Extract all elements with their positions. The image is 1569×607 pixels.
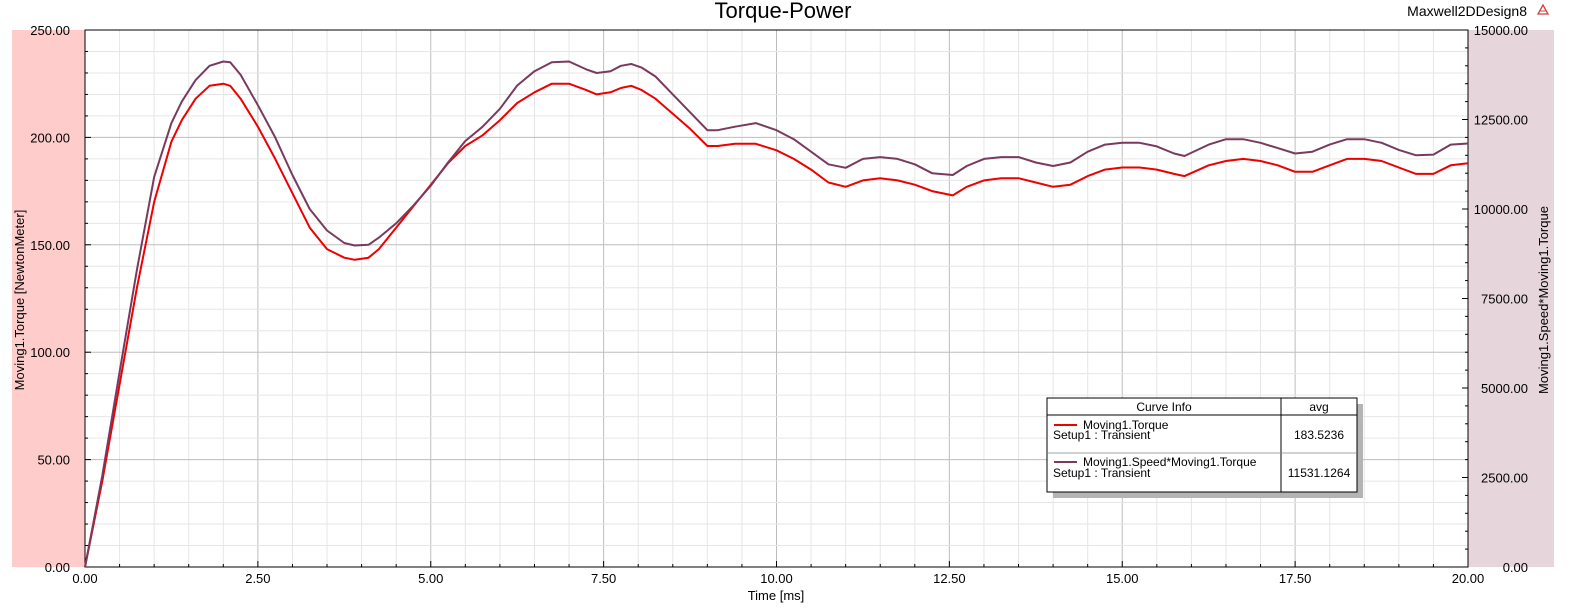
y-right-axis-label: Moving1.Speed*Moving1.Torque xyxy=(1536,206,1551,394)
x-tick-labels: 0.00 2.50 5.00 7.50 10.00 12.50 15.00 17.50 20.0… xyxy=(72,571,1484,586)
series-layer xyxy=(84,60,1469,568)
x-tick-label: 12.50 xyxy=(933,571,966,586)
legend-entry-name: Moving1.Torque xyxy=(1083,418,1169,432)
left-axis-band xyxy=(12,30,85,567)
legend: Curve Info avg Moving1.Torque Setup1 : T… xyxy=(1046,397,1363,498)
chart-title: Torque-Power xyxy=(715,0,852,23)
series-line-power xyxy=(84,60,1469,568)
x-axis-label: Time [ms] xyxy=(748,588,805,603)
design-name: Maxwell2DDesign8 xyxy=(1407,3,1527,19)
y-right-tick-label: 2500.00 xyxy=(1481,471,1528,486)
legend-box xyxy=(1046,397,1358,493)
y-left-tick-label: 50.00 xyxy=(37,453,70,468)
y-left-tick-label: 100.00 xyxy=(30,345,70,360)
x-tick-label: 0.00 xyxy=(72,571,97,586)
legend-header-stat: avg xyxy=(1309,400,1328,414)
x-tick-label: 7.50 xyxy=(591,571,616,586)
y-right-tick-label: 5000.00 xyxy=(1481,381,1528,396)
x-tick-label: 15.00 xyxy=(1106,571,1139,586)
y-left-tick-label: 200.00 xyxy=(30,130,70,145)
x-tick-label: 17.50 xyxy=(1279,571,1312,586)
legend-entry-name: Moving1.Speed*Moving1.Torque xyxy=(1083,455,1257,469)
legend-header-name: Curve Info xyxy=(1136,400,1192,414)
ansys-logo-icon xyxy=(1536,3,1550,15)
y-left-tick-label: 0.00 xyxy=(45,560,70,575)
y-right-tick-label: 7500.00 xyxy=(1481,292,1528,307)
y-right-tick-label: 10000.00 xyxy=(1474,202,1528,217)
legend-entry-avg: 183.5236 xyxy=(1294,428,1344,442)
x-tick-label: 20.00 xyxy=(1452,571,1485,586)
legend-entry-setup: Setup1 : Transient xyxy=(1053,466,1151,480)
y-right-tick-label: 0.00 xyxy=(1503,560,1528,575)
y-right-tick-label: 12500.00 xyxy=(1474,113,1528,128)
x-tick-label: 10.00 xyxy=(760,571,793,586)
y-left-tick-labels: 0.00 50.00 100.00 150.00 200.00 250.00 xyxy=(30,23,70,575)
axis-ticks xyxy=(84,29,1469,568)
legend-entry-setup: Setup1 : Transient xyxy=(1053,428,1151,442)
y-left-axis-label: Moving1.Torque [NewtonMeter] xyxy=(12,210,27,391)
y-right-tick-label: 15000.00 xyxy=(1474,23,1528,38)
right-axis-band xyxy=(1468,30,1554,567)
y-left-tick-label: 250.00 xyxy=(30,23,70,38)
x-tick-label: 5.00 xyxy=(418,571,443,586)
y-left-tick-label: 150.00 xyxy=(30,238,70,253)
x-tick-label: 2.50 xyxy=(245,571,270,586)
legend-entry-avg: 11531.1264 xyxy=(1288,466,1351,480)
series-line-torque xyxy=(84,82,1469,568)
y-right-tick-labels: 0.00 2500.00 5000.00 7500.00 10000.00 12500.0… xyxy=(1474,23,1528,575)
